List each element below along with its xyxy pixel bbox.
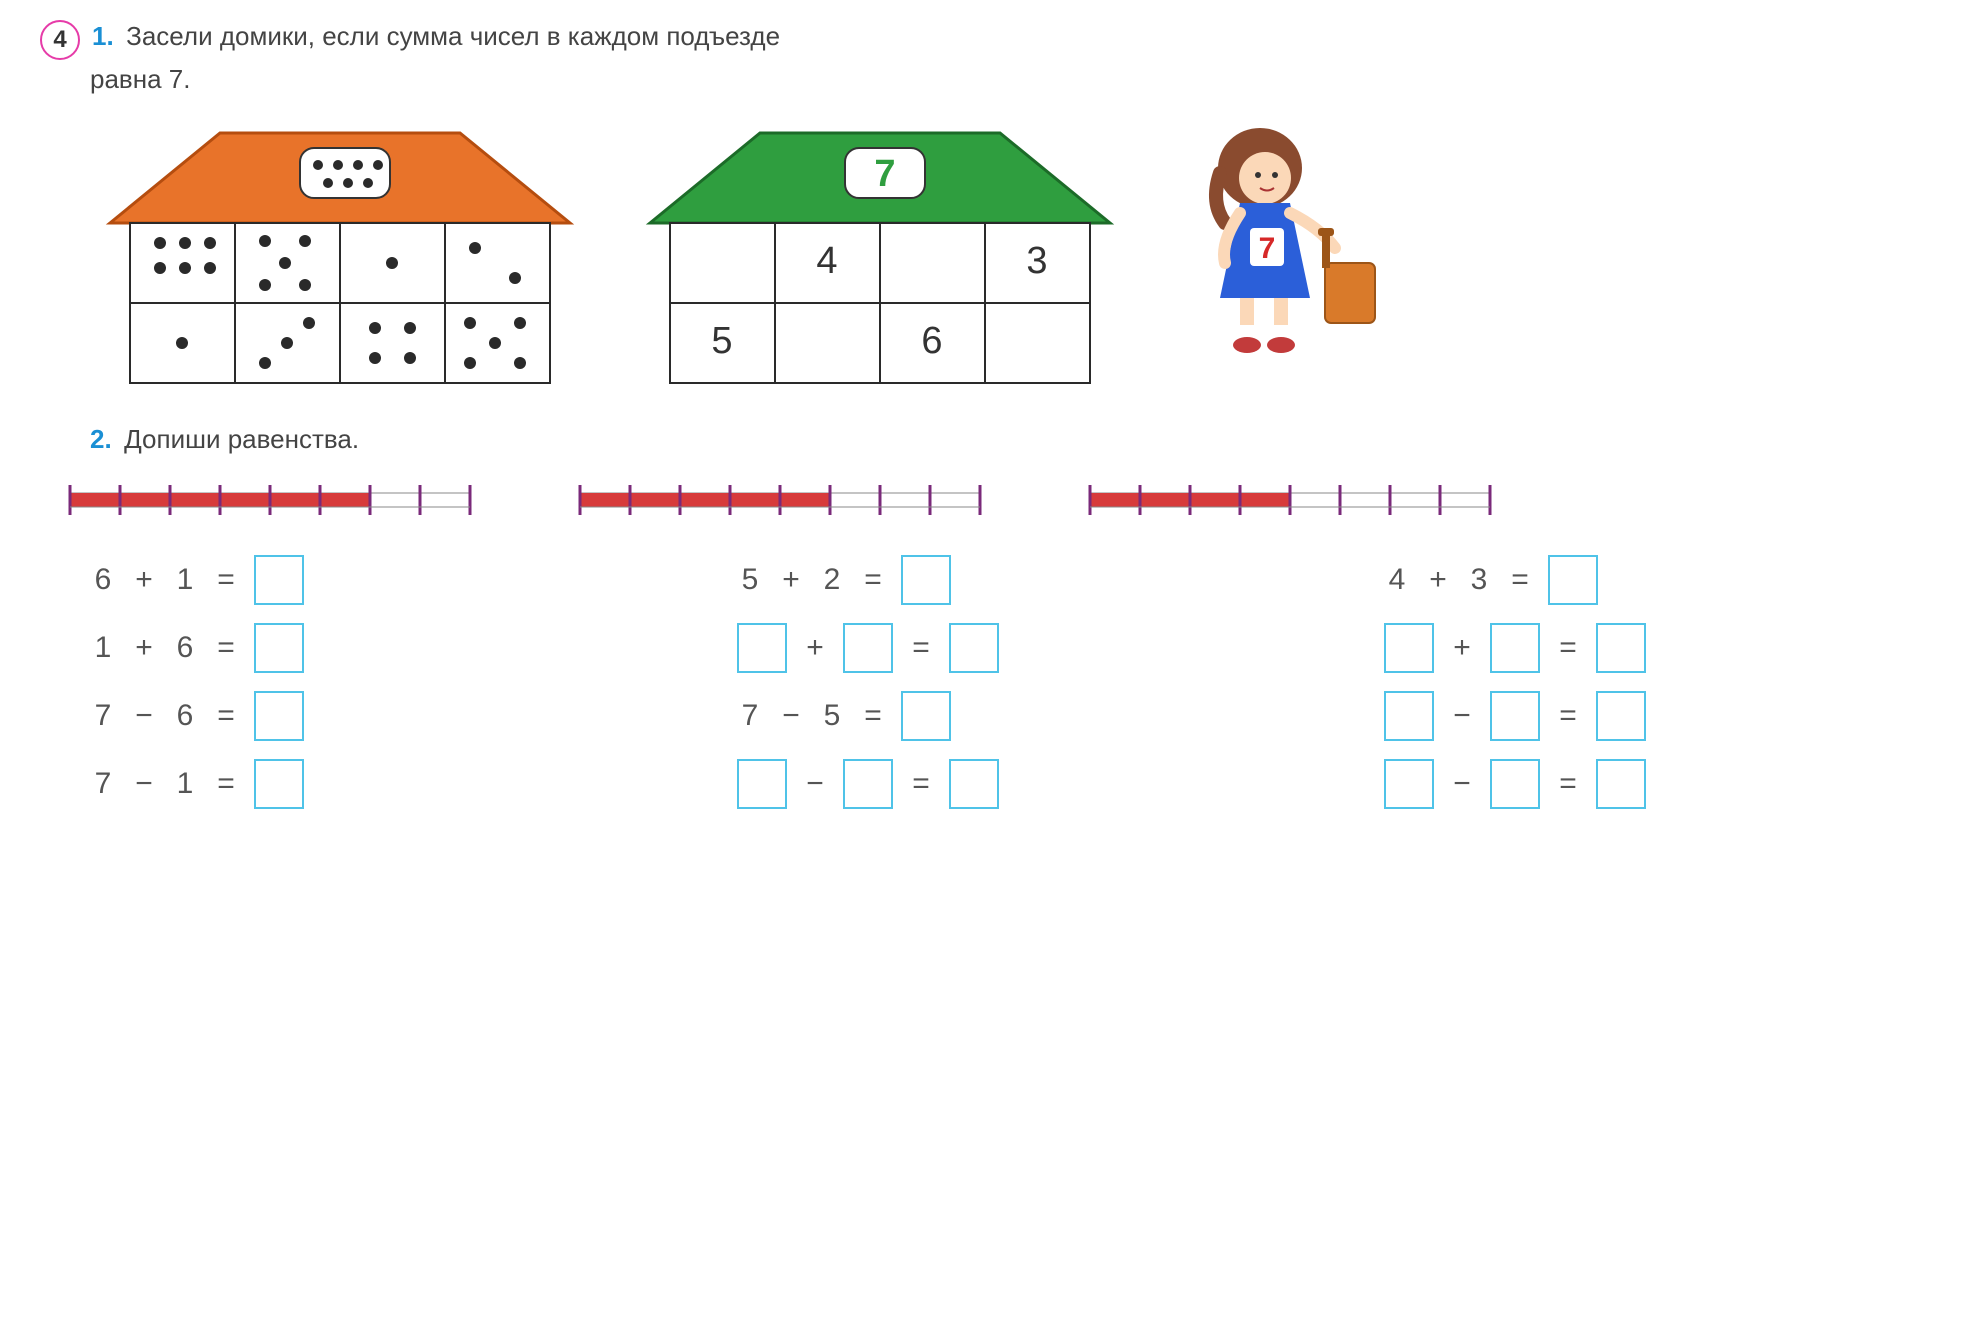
svg-text:4: 4: [816, 240, 837, 282]
task1-text-line1: Засели домики, если сумма чисел в каждом…: [126, 21, 780, 51]
equation-line: −=: [1384, 759, 1941, 809]
blank-box[interactable]: [1384, 691, 1434, 741]
operand-a: 4: [1384, 563, 1410, 597]
equals-sign: =: [911, 767, 931, 801]
house-orange: [90, 113, 590, 393]
blank-box[interactable]: [737, 623, 787, 673]
operator: −: [134, 767, 154, 801]
equals-sign: =: [1558, 699, 1578, 733]
operand-a: 7: [90, 767, 116, 801]
equals-sign: =: [216, 767, 236, 801]
blank-box[interactable]: [1490, 691, 1540, 741]
equals-sign: =: [1510, 563, 1530, 597]
operand-a: 7: [90, 699, 116, 733]
operator: −: [1452, 699, 1472, 733]
girl-illustration: 7: [1170, 113, 1390, 373]
equation-line: 5 +2 =: [737, 555, 1294, 605]
equation-line: −=: [1384, 691, 1941, 741]
operator: +: [781, 563, 801, 597]
equals-sign: =: [216, 563, 236, 597]
operand-b: 3: [1466, 563, 1492, 597]
operator: −: [805, 767, 825, 801]
equals-sign: =: [863, 563, 883, 597]
svg-text:5: 5: [711, 320, 732, 362]
result-box[interactable]: [254, 691, 304, 741]
equation-line: +=: [737, 623, 1294, 673]
result-box[interactable]: [1596, 759, 1646, 809]
ruler-2: [570, 475, 990, 525]
operator: +: [134, 563, 154, 597]
ruler-1: [60, 475, 480, 525]
operand-a: 5: [737, 563, 763, 597]
result-box[interactable]: [1548, 555, 1598, 605]
result-box[interactable]: [901, 555, 951, 605]
task1-number: 1.: [92, 21, 114, 51]
equals-sign: =: [863, 699, 883, 733]
operand-b: 1: [172, 767, 198, 801]
ruler-3: [1080, 475, 1500, 525]
operand-b: 6: [172, 699, 198, 733]
task1-text-line2: равна 7.: [90, 64, 1941, 95]
blank-box[interactable]: [1490, 623, 1540, 673]
task1-header: 4 1. Засели домики, если сумма чисел в к…: [40, 20, 1941, 60]
house-green-plaque: 7: [874, 153, 895, 195]
blank-box[interactable]: [1384, 623, 1434, 673]
equation-line: 7−1 =: [90, 759, 647, 809]
result-box[interactable]: [254, 623, 304, 673]
operator: −: [781, 699, 801, 733]
equals-sign: =: [1558, 631, 1578, 665]
equation-line: 1 +6 =: [90, 623, 647, 673]
task2-text: Допиши равенства.: [124, 424, 359, 454]
equation-line: +=: [1384, 623, 1941, 673]
operator: −: [134, 699, 154, 733]
operand-a: 1: [90, 631, 116, 665]
result-box[interactable]: [1596, 691, 1646, 741]
svg-text:3: 3: [1026, 240, 1047, 282]
operand-a: 6: [90, 563, 116, 597]
operator: +: [134, 631, 154, 665]
result-box[interactable]: [901, 691, 951, 741]
equals-sign: =: [216, 699, 236, 733]
blank-box[interactable]: [1384, 759, 1434, 809]
task2-number: 2.: [90, 424, 112, 454]
task2-header: 2. Допиши равенства.: [90, 423, 1941, 457]
operand-b: 2: [819, 563, 845, 597]
result-box[interactable]: [1596, 623, 1646, 673]
equation-line: 7−5 =: [737, 691, 1294, 741]
operand-b: 1: [172, 563, 198, 597]
equation-line: 4 +3 =: [1384, 555, 1941, 605]
svg-text:6: 6: [921, 320, 942, 362]
operator: −: [1452, 767, 1472, 801]
result-box[interactable]: [254, 759, 304, 809]
operator: +: [1428, 563, 1448, 597]
blank-box[interactable]: [843, 759, 893, 809]
rulers-row: [60, 475, 1941, 525]
result-box[interactable]: [949, 759, 999, 809]
operand-a: 7: [737, 699, 763, 733]
equals-sign: =: [216, 631, 236, 665]
operator: +: [805, 631, 825, 665]
operand-b: 6: [172, 631, 198, 665]
blank-box[interactable]: [843, 623, 893, 673]
equations-grid: 6+1=5+2=4+3=1+6=+=+=7−6=7−5=−=7−1=−=−=: [90, 555, 1941, 809]
equation-line: 6 +1 =: [90, 555, 647, 605]
equals-sign: =: [1558, 767, 1578, 801]
equation-line: −=: [737, 759, 1294, 809]
girl-number: 7: [1259, 232, 1276, 265]
blank-box[interactable]: [737, 759, 787, 809]
operand-b: 5: [819, 699, 845, 733]
blank-box[interactable]: [1490, 759, 1540, 809]
problem-circle: 4: [40, 20, 80, 60]
equals-sign: =: [911, 631, 931, 665]
house-green: 7 4 3 5 6: [630, 113, 1130, 393]
houses-row: 7 4 3 5 6 7: [90, 113, 1941, 393]
result-box[interactable]: [949, 623, 999, 673]
result-box[interactable]: [254, 555, 304, 605]
operator: +: [1452, 631, 1472, 665]
equation-line: 7−6 =: [90, 691, 647, 741]
